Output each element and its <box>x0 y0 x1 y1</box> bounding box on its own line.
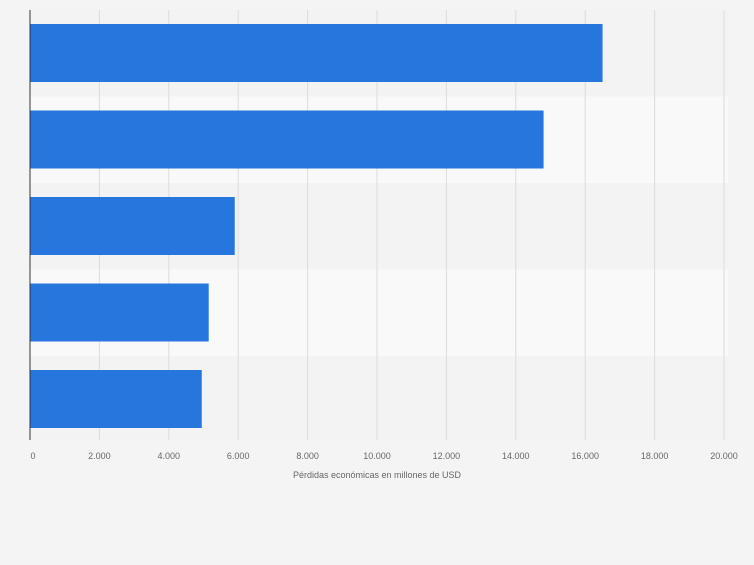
x-tick-label: 20.000 <box>710 451 738 461</box>
x-tick-label: 14.000 <box>502 451 530 461</box>
x-axis-label: Pérdidas económicas en millones de USD <box>293 470 462 480</box>
x-tick-label: 8.000 <box>296 451 319 461</box>
x-tick-label: 2.000 <box>88 451 111 461</box>
x-tick-label: 6.000 <box>227 451 250 461</box>
x-tick-label: 0 <box>30 451 35 461</box>
x-tick-label: 10.000 <box>363 451 391 461</box>
x-tick-label: 12.000 <box>433 451 461 461</box>
x-tick-label: 16.000 <box>571 451 599 461</box>
bars <box>30 24 603 428</box>
bar[interactable] <box>30 370 202 428</box>
bar[interactable] <box>30 24 603 82</box>
x-tick-label: 18.000 <box>641 451 669 461</box>
bar[interactable] <box>30 197 235 255</box>
bar[interactable] <box>30 283 209 342</box>
bar[interactable] <box>30 110 544 169</box>
x-tick-label: 4.000 <box>158 451 181 461</box>
x-tick-labels: 0 2.000 4.000 6.000 8.000 10.000 12.000 14.000 1… <box>30 451 737 461</box>
